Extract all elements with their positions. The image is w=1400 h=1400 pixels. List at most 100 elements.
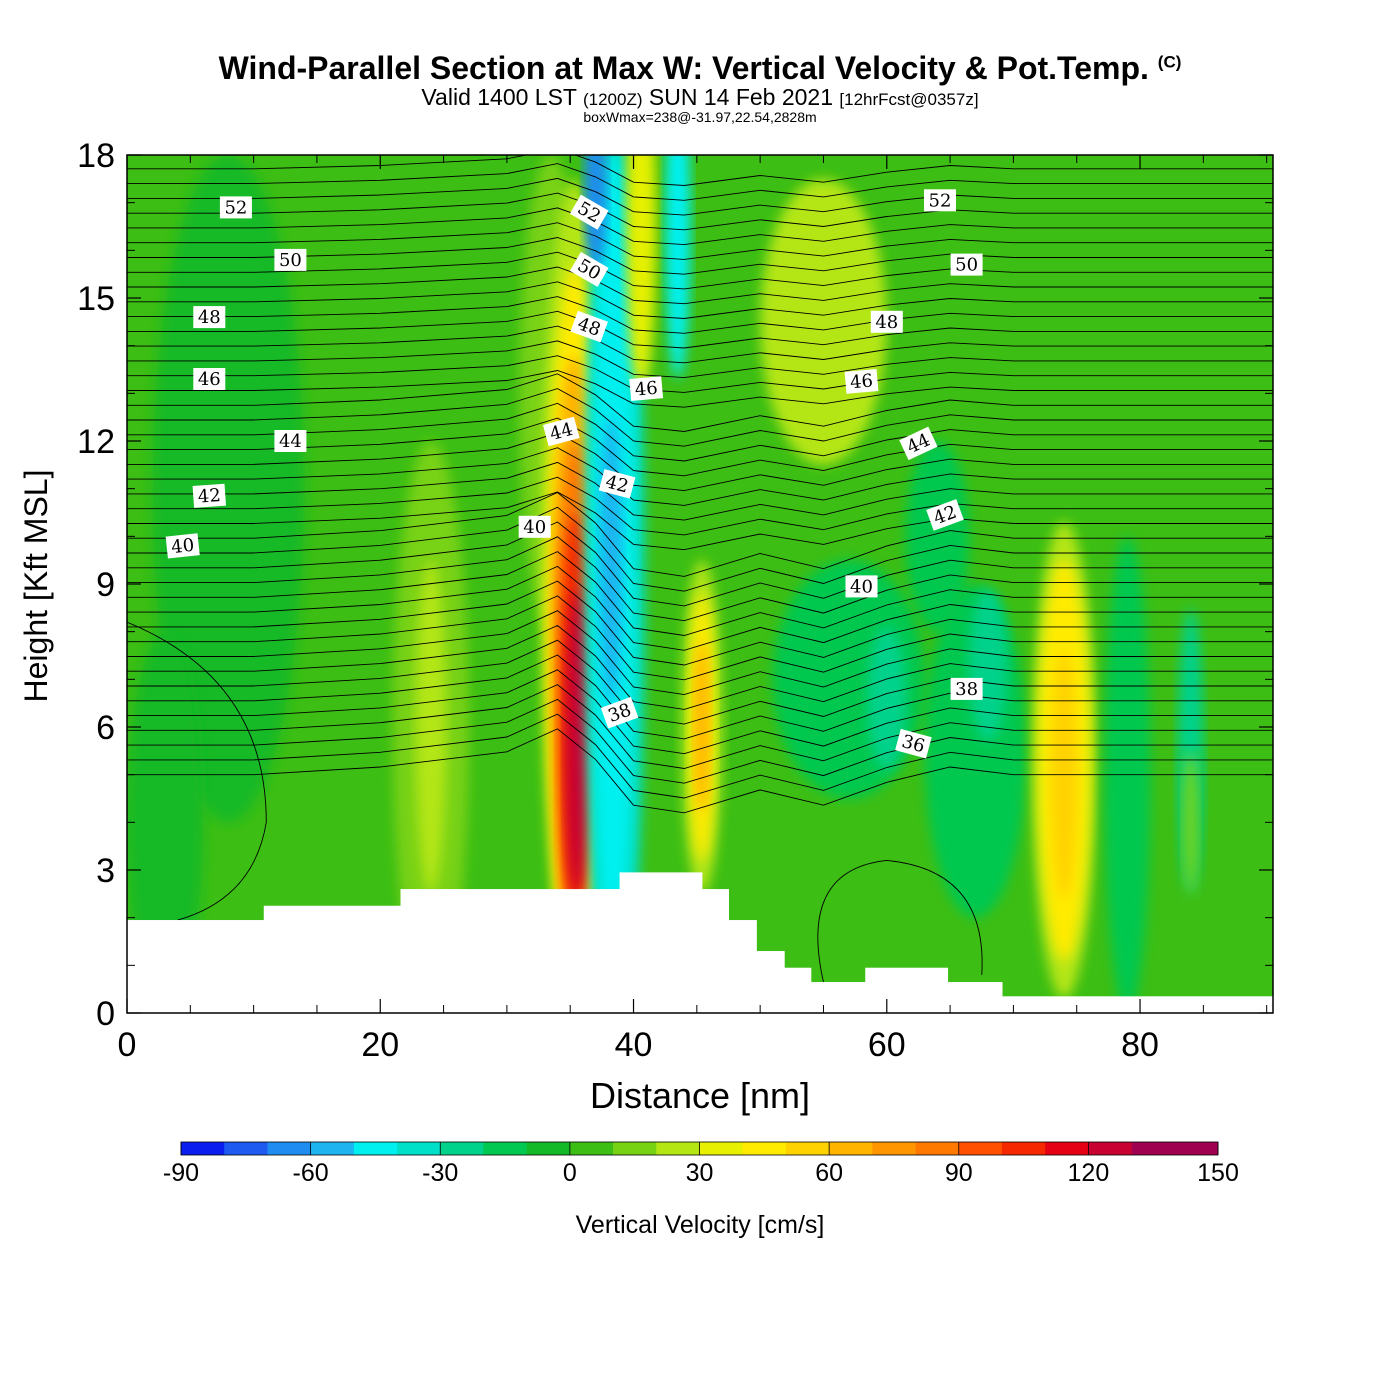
colorbar-swatch: [699, 1142, 744, 1155]
theta-contour-line: [127, 370, 1273, 408]
theta-label-box: [870, 310, 903, 333]
theta-contour-line: [127, 654, 1273, 740]
y-tick-label: 15: [77, 280, 115, 318]
theta-label-52: 52: [219, 196, 252, 219]
theta-label-box: [598, 469, 636, 499]
theta-contour-line: [127, 432, 1273, 492]
theta-label-text: 44: [279, 431, 302, 452]
theta-label-text: 46: [849, 370, 874, 393]
potential-temperature-contours: [127, 155, 1273, 983]
colorbar-swatch: [483, 1142, 527, 1155]
theta-contour-line: [127, 222, 1273, 260]
theta-label-40: 40: [518, 515, 551, 538]
theta-label-52: 52: [569, 194, 609, 230]
colorbar-swatch: [742, 1142, 787, 1155]
terrain-step: [784, 967, 812, 1013]
theta-contour-line: [127, 237, 1273, 275]
colorbar-swatch: [872, 1142, 916, 1155]
theta-contour-line: [127, 310, 1273, 349]
theta-label-text: 52: [224, 197, 247, 218]
colorbar-swatch: [1174, 1142, 1219, 1155]
colorbar-tick-label: 150: [1197, 1159, 1239, 1187]
terrain-step: [810, 982, 866, 1013]
theta-label-box: [274, 430, 307, 452]
theta-contour-line: [127, 325, 1273, 364]
colorbar-swatch: [1131, 1142, 1176, 1155]
x-tick-label: 80: [1121, 1026, 1159, 1064]
velocity-region-downdraft-east-core: [867, 626, 906, 770]
colorbar-swatch: [915, 1142, 960, 1155]
theta-label-text: 50: [955, 255, 978, 276]
theta-contour-line: [127, 251, 1273, 290]
theta-contour-line: [127, 192, 1273, 231]
theta-label-text: 42: [197, 485, 221, 508]
theta-label-box: [518, 515, 551, 538]
theta-label-box: [845, 575, 878, 598]
x-tick-label: 60: [868, 1026, 906, 1064]
theta-label-text: 46: [634, 378, 659, 401]
theta-contour-line: [127, 669, 1273, 755]
theta-label-box: [165, 533, 200, 559]
terrain-step: [127, 920, 265, 1013]
colorbar-swatch: [310, 1142, 355, 1155]
theta-label-box: [192, 483, 227, 508]
theta-contour-line: [127, 461, 1273, 521]
colorbar-swatch: [1045, 1142, 1089, 1155]
colorbar-swatch: [267, 1142, 311, 1155]
theta-contour-line: [127, 713, 1273, 799]
x-tick-label: 0: [118, 1026, 137, 1064]
theta-label-46: 46: [629, 376, 664, 401]
colorbar-tick-label: -30: [422, 1159, 458, 1187]
colorbar-swatch: [353, 1142, 398, 1155]
y-tick-label: 9: [96, 566, 115, 604]
theta-contour-line: [127, 373, 1273, 432]
theta-label-text: 52: [929, 190, 952, 211]
terrain-step: [947, 982, 1003, 1013]
y-tick-label: 18: [77, 137, 115, 175]
velocity-region-upper-updraft: [625, 155, 657, 394]
chart-subtitle: Valid 1400 LST (1200Z) SUN 14 Feb 2021 […: [421, 84, 979, 110]
theta-label-46: 46: [844, 369, 879, 394]
theta-label-42: 42: [192, 483, 227, 508]
theta-contour-line: [127, 521, 1273, 607]
colorbar-tick-label: 60: [815, 1159, 843, 1187]
theta-label-box: [629, 376, 664, 401]
colorbar-swatch: [1088, 1142, 1132, 1155]
theta-contour-line: [127, 491, 1273, 577]
colorbar-label: Vertical Velocity [cm/s]: [576, 1211, 825, 1239]
theta-label-text: 40: [850, 576, 873, 597]
theta-label-text: 40: [523, 517, 546, 538]
theta-label-40: 40: [845, 575, 878, 598]
theta-label-38: 38: [950, 677, 983, 700]
theta-label-50: 50: [274, 248, 307, 271]
colorbar-swatch: [613, 1142, 657, 1155]
theta-label-box: [924, 189, 956, 212]
theta-label-box: [926, 499, 964, 531]
colorbar-swatch: [526, 1142, 571, 1155]
y-tick-label: 3: [96, 852, 115, 890]
terrain-step: [263, 905, 402, 1013]
terrain: [127, 872, 1274, 1013]
theta-contour-line: [127, 698, 1273, 784]
theta-contour-line: [127, 684, 1273, 769]
theta-contour-line: [127, 281, 1273, 319]
terrain-step: [1002, 996, 1274, 1013]
colorbar-swatch: [1001, 1142, 1046, 1155]
terrain-step: [619, 872, 703, 1013]
colorbar-tick-label: 120: [1068, 1159, 1110, 1187]
y-tick-label: 6: [96, 709, 115, 747]
theta-contour-line: [127, 402, 1273, 462]
colorbar-swatch: [181, 1142, 225, 1155]
velocity-region-updraft-45-core: [694, 641, 710, 813]
theta-contour-line: [127, 491, 1273, 551]
colorbar-swatch: [829, 1142, 873, 1155]
theta-contour-line: [127, 447, 1273, 506]
theta-contour-line: [127, 163, 1273, 201]
y-tick-label: 12: [77, 423, 115, 461]
colorbar-tick-label: -90: [163, 1159, 199, 1187]
y-axis-label: Height [Kft MSL]: [18, 470, 54, 703]
theta-label-box: [193, 368, 226, 390]
theta-label-text: 50: [279, 250, 302, 271]
theta-label-box: [219, 196, 252, 219]
